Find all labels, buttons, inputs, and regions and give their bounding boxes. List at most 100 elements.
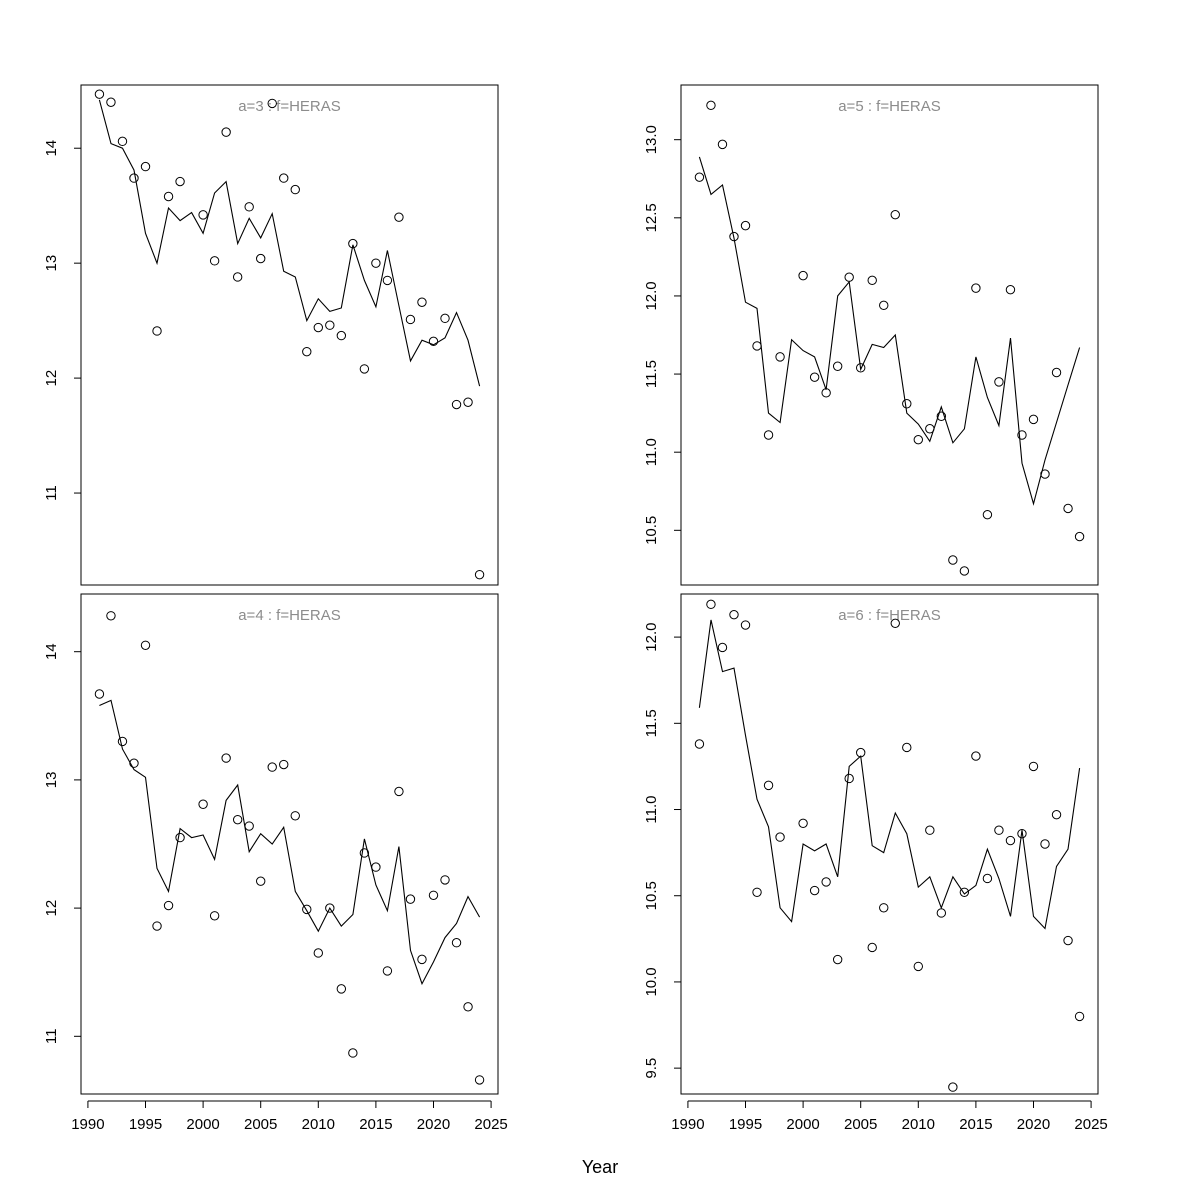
observed-point	[729, 609, 739, 620]
observed-point	[752, 341, 762, 351]
y-tick-label: 9.5	[643, 1058, 660, 1079]
observed-point	[982, 509, 993, 520]
observed-point	[382, 966, 393, 976]
observed-point	[971, 751, 981, 761]
observed-point	[1074, 1011, 1085, 1022]
y-tick-label: 10.5	[643, 881, 660, 910]
observed-point	[867, 942, 877, 953]
observed-point	[417, 297, 427, 307]
observed-point	[936, 411, 947, 421]
observed-point	[279, 759, 289, 770]
observed-point	[890, 209, 900, 220]
x-tick-label: 1990	[671, 1116, 704, 1133]
observed-point	[474, 569, 485, 580]
observed-point	[106, 97, 116, 107]
x-tick-label: 2005	[844, 1116, 877, 1133]
observed-point	[706, 599, 716, 610]
observed-point	[106, 611, 116, 621]
y-tick-label: 14	[43, 643, 60, 660]
x-tick-label: 2025	[1074, 1116, 1107, 1133]
observed-point	[267, 98, 277, 109]
observed-point	[752, 887, 762, 897]
observed-point	[152, 326, 162, 336]
observed-point	[971, 283, 981, 293]
observed-point	[267, 762, 277, 772]
observed-point	[879, 300, 889, 311]
y-tick-label: 12	[43, 900, 60, 917]
observed-point	[913, 961, 923, 972]
observed-point	[313, 322, 323, 333]
panel-title: a=5 : f=HERAS	[838, 98, 941, 115]
x-tick-label: 2020	[417, 1116, 450, 1133]
x-axis-label: Year	[582, 1157, 618, 1177]
observed-point	[463, 397, 473, 407]
y-tick-label: 13	[43, 255, 60, 272]
fitted-line	[99, 699, 481, 986]
y-tick-label: 11	[43, 485, 60, 501]
observed-point	[428, 336, 439, 347]
observed-point	[244, 202, 254, 212]
observed-point	[428, 890, 439, 900]
observed-point	[948, 1082, 958, 1092]
panel-4: a=6 : f=HERAS 9.5 10.0 10.5 11.0 11.5 12.0 1990…	[643, 593, 1108, 1133]
observed-point	[417, 954, 427, 965]
observed-point	[140, 640, 151, 650]
observed-point	[405, 894, 416, 904]
observed-point	[959, 887, 970, 897]
observed-point	[717, 642, 728, 653]
observed-point	[451, 938, 462, 948]
observed-point	[325, 320, 335, 330]
observed-point	[798, 818, 808, 829]
fitted-line	[98, 99, 481, 387]
fitted-line	[698, 156, 1081, 506]
observed-point	[290, 184, 300, 195]
observed-point	[994, 825, 1004, 835]
observed-point	[832, 954, 843, 965]
observed-point	[1040, 839, 1050, 849]
panel-title: a=3 : f=HERAS	[238, 98, 341, 115]
observed-point	[117, 736, 128, 747]
observed-point	[1063, 935, 1073, 946]
x-tick-label: 1995	[129, 1116, 162, 1133]
observed-point	[302, 346, 312, 357]
observed-point	[232, 814, 243, 825]
observed-point	[394, 212, 404, 222]
observed-point	[163, 191, 174, 202]
observed-point	[925, 825, 935, 835]
plot-frame	[680, 84, 1099, 586]
panel-title: a=4 : f=HERAS	[238, 607, 341, 624]
observed-point	[1051, 809, 1062, 820]
observed-point	[256, 253, 266, 264]
observed-point	[1017, 828, 1027, 839]
observed-point	[844, 272, 854, 282]
observed-point	[359, 364, 370, 374]
observed-point	[117, 136, 128, 147]
observed-point	[867, 275, 877, 286]
x-tick-label: 1995	[729, 1116, 762, 1133]
observed-point	[175, 832, 185, 843]
x-tick-label: 2000	[186, 1116, 219, 1133]
observed-point	[856, 363, 866, 373]
observed-point	[832, 361, 843, 371]
plot-frame	[80, 84, 499, 586]
observed-point	[371, 258, 381, 268]
x-tick-label: 2015	[959, 1116, 992, 1133]
x-tick-label: 2025	[474, 1116, 507, 1133]
y-tick-label: 13	[43, 772, 60, 789]
observed-point	[763, 780, 774, 791]
observed-point	[336, 984, 347, 994]
observed-point	[232, 272, 243, 282]
observed-point	[694, 739, 705, 749]
observed-point	[163, 900, 174, 911]
observed-point	[244, 821, 254, 831]
observed-point	[1005, 284, 1016, 295]
observed-point	[256, 876, 266, 886]
y-tick-label: 12	[43, 370, 60, 387]
observed-point	[140, 161, 151, 172]
observed-point	[1051, 367, 1062, 378]
observed-point	[175, 176, 185, 187]
observed-point	[1028, 761, 1039, 772]
observed-point	[902, 742, 912, 753]
observed-point	[336, 330, 347, 341]
